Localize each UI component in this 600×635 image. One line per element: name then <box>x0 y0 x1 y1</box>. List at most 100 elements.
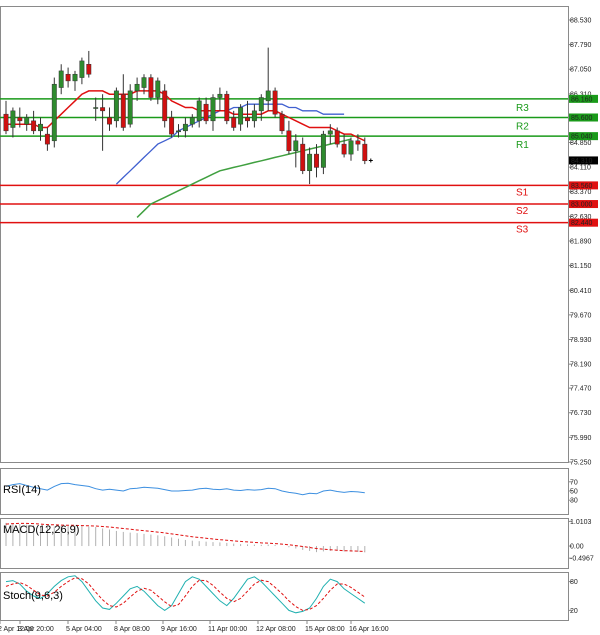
candle-body <box>120 93 126 128</box>
panel-frame-3 <box>0 572 569 621</box>
candle-body <box>107 117 112 125</box>
candle-body <box>327 130 333 135</box>
macd-tick-label: 0.00 <box>570 544 584 551</box>
candle <box>65 67 71 88</box>
candle-body <box>127 90 133 125</box>
price-tick-label: 80.410 <box>570 288 592 295</box>
time-tick-label: 12 Apr 08:00 <box>256 626 296 633</box>
time-tick-label: 16 Apr 16:00 <box>349 626 389 633</box>
price-tick-label: 82.630 <box>570 214 592 221</box>
level-price-label-s3: 82.440 <box>571 220 593 227</box>
level-price-label-r2: 85.600 <box>571 115 593 122</box>
candle <box>238 104 244 131</box>
candle-body <box>293 140 299 152</box>
time-tick-label: 11 Apr 00:00 <box>208 626 247 633</box>
candle-body <box>341 143 347 155</box>
candle-body <box>113 90 119 122</box>
stoch-tick-label: 80 <box>570 579 578 586</box>
macd-signal-line <box>5 522 365 552</box>
candle-body <box>238 107 244 125</box>
time-tick-label: 8 Apr 08:00 <box>114 626 150 633</box>
candle <box>86 50 92 78</box>
candle <box>72 70 78 91</box>
candle <box>176 124 181 138</box>
candle-body <box>38 123 43 132</box>
candle-body <box>79 60 85 78</box>
time-tick-label: 5 Apr 04:00 <box>66 626 102 633</box>
rsi-tick-label: 70 <box>570 479 578 486</box>
stoch-title: Stoch(9,6,3) <box>3 590 63 602</box>
current-price-marker <box>368 158 373 163</box>
candle-body <box>189 117 195 125</box>
price-panel: R3 R2 R1 S1 S2 S3 <box>0 47 568 236</box>
candle-body <box>58 70 64 88</box>
candle <box>31 110 37 135</box>
level-price-box <box>569 218 598 227</box>
macd-tick-label: -0.4967 <box>570 556 594 563</box>
level-name-r2: R2 <box>516 122 529 133</box>
candle <box>293 134 299 168</box>
candle-body <box>355 140 361 145</box>
candle-body <box>17 117 23 122</box>
candle <box>51 77 57 148</box>
candle <box>217 87 223 111</box>
candle-body <box>314 153 319 168</box>
candle <box>17 107 23 128</box>
rsi-title: RSI(14) <box>3 484 41 496</box>
candle <box>203 97 209 125</box>
candle <box>182 117 188 138</box>
candle-body <box>245 117 250 122</box>
level-price-label-r3: 86.160 <box>571 96 593 103</box>
current-price-box <box>569 156 598 165</box>
price-tick-label: 81.890 <box>570 238 592 245</box>
candle <box>286 120 292 155</box>
candle-body <box>93 107 99 109</box>
candle <box>148 74 154 101</box>
candle <box>3 100 9 135</box>
price-tick-label: 84.110 <box>570 165 591 172</box>
level-price-box <box>569 181 598 190</box>
time-tick-label: 2 Apr 12:00 <box>0 626 34 633</box>
chart-background <box>0 6 569 621</box>
candle-body <box>3 113 9 132</box>
price-tick-label: 76.730 <box>570 410 592 417</box>
level-name-r3: R3 <box>516 103 529 114</box>
candle <box>189 114 195 128</box>
candle <box>210 94 216 131</box>
candle <box>134 77 140 101</box>
candle <box>300 137 306 175</box>
candle-body <box>251 110 257 122</box>
price-tick-label: 88.530 <box>570 17 592 24</box>
candle <box>272 87 278 118</box>
level-name-s2: S2 <box>516 206 529 217</box>
candle <box>155 77 161 105</box>
level-price-label-r1: 85.040 <box>571 134 593 141</box>
price-tick-label: 79.670 <box>570 312 592 319</box>
candle <box>327 124 333 145</box>
candle-body <box>196 100 202 122</box>
candle-body <box>348 140 354 155</box>
candle-body <box>272 90 278 115</box>
level-price-label-s1: 83.560 <box>571 183 593 190</box>
price-tick-label: 87.050 <box>570 67 592 74</box>
time-tick-label: 15 Apr 08:00 <box>305 626 345 633</box>
time-tick-label: 9 Apr 16:00 <box>161 626 197 633</box>
rsi-line <box>5 482 365 496</box>
price-tick-label: 78.930 <box>570 337 592 344</box>
candle <box>44 127 50 151</box>
candle <box>265 47 271 111</box>
candle-body <box>72 73 78 82</box>
candle-body <box>44 133 50 145</box>
candle <box>362 137 368 165</box>
candle <box>334 127 340 148</box>
ma-slow-line <box>136 138 352 218</box>
level-price-label-s2: 83.000 <box>571 202 593 209</box>
candle <box>120 74 126 131</box>
candle-body <box>148 77 154 98</box>
panel-frame-0 <box>0 6 569 463</box>
price-tick-label: 78.190 <box>570 362 592 369</box>
stoch-tick-label: 20 <box>570 608 578 615</box>
rsi-tick-label: 50 <box>570 489 578 496</box>
rsi-tick-label: 30 <box>570 498 578 505</box>
